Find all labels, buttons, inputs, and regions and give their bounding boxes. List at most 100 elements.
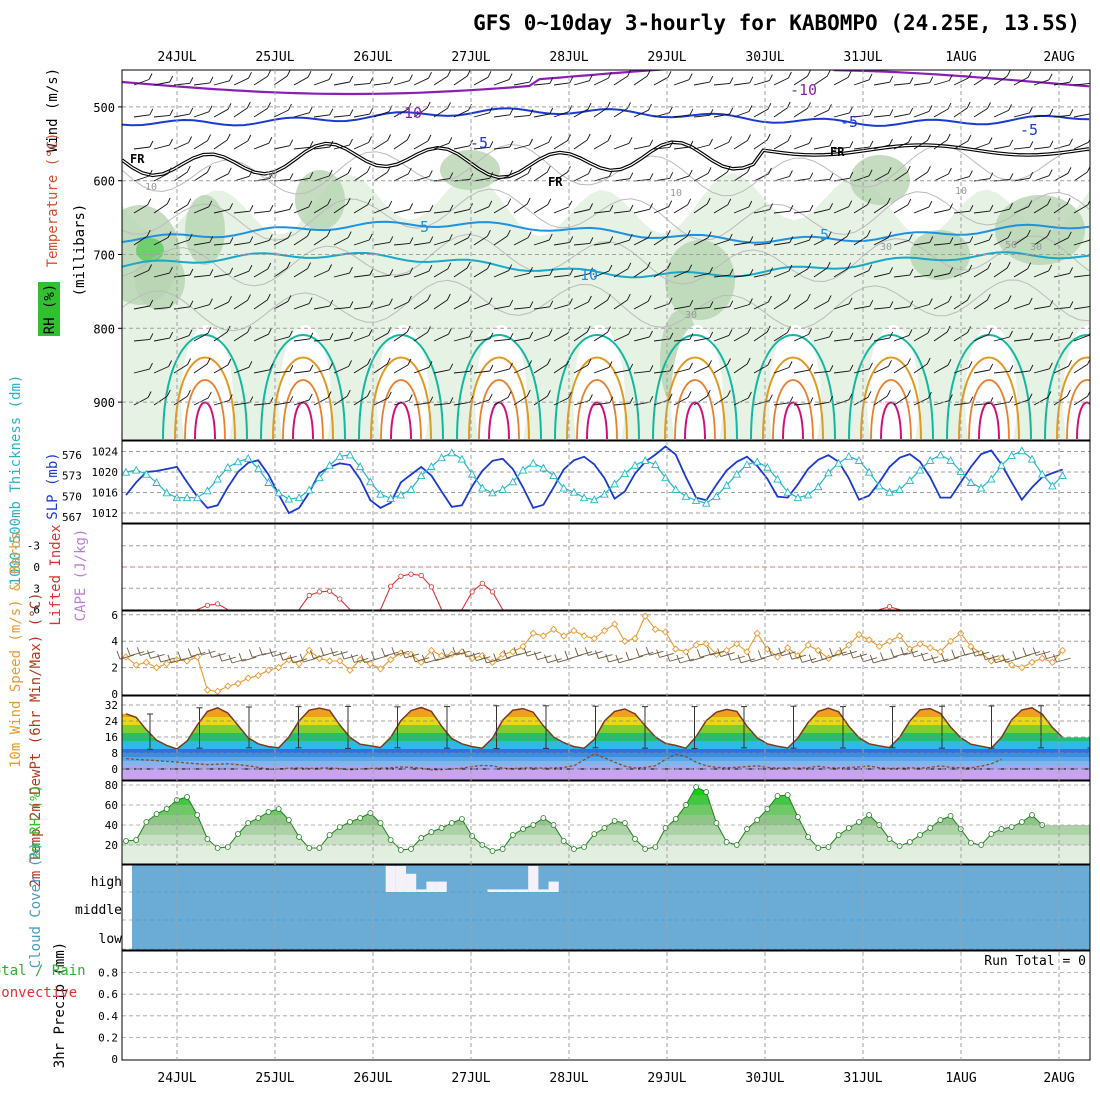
wind-barb-flag	[388, 200, 393, 208]
temperature-contour-label: 10	[580, 266, 598, 284]
wind-barb-flag	[669, 364, 674, 372]
high-cloud-bar	[406, 873, 417, 892]
wind-barb	[433, 210, 450, 214]
wind-barb	[913, 397, 929, 406]
wind-barb-flag	[888, 360, 892, 367]
wind-barb-flag	[649, 395, 654, 403]
wind-barb	[842, 650, 857, 656]
thickness-marker	[1037, 469, 1047, 478]
wind-speed-marker	[376, 665, 385, 673]
wind-barb	[1013, 268, 1028, 278]
wind-barb-flag	[1029, 364, 1034, 372]
wind-barb	[293, 303, 310, 310]
wind-barb-flag	[218, 653, 223, 662]
wind-barb-flag	[727, 198, 732, 206]
wind-barb	[533, 306, 550, 310]
wind-barb-flag	[789, 236, 794, 243]
lifted-index-marker	[398, 573, 404, 579]
wind-barb-flag	[136, 647, 141, 656]
wind-barb-flag	[961, 647, 966, 656]
wind-barb	[673, 338, 690, 342]
wind-barb	[293, 370, 310, 374]
wind-barb	[242, 656, 257, 662]
wind-barb-flag	[329, 299, 334, 307]
wind-barb	[373, 111, 390, 118]
wind-barb-flag	[729, 107, 734, 115]
wind-barb	[1073, 396, 1088, 406]
wind-barb-flag	[488, 297, 493, 304]
wind-barb-flag	[368, 233, 373, 241]
wind-barb-flag	[169, 109, 174, 116]
wind-barb-flag	[149, 362, 153, 370]
wind-barb	[173, 335, 190, 342]
wind-barb-flag	[452, 646, 457, 656]
slp-tick-label: 1020	[92, 466, 119, 479]
wind-barb-flag	[649, 139, 654, 147]
wind-barb	[993, 301, 1009, 310]
wind-barb	[873, 144, 890, 150]
wind-barb	[853, 175, 870, 182]
wind-barb	[873, 237, 889, 246]
wind-barb	[813, 145, 830, 150]
wind-barb	[1073, 334, 1090, 342]
wind-barb	[713, 364, 728, 374]
wind-barb-flag	[227, 103, 232, 110]
lifted-index-tick-label: 0	[33, 561, 40, 574]
wind-barb	[493, 175, 510, 182]
thickness-tick-label: 570	[62, 490, 82, 503]
wind-barb-flag	[186, 389, 191, 397]
wind-barb-flag	[428, 361, 433, 368]
wind-barb	[773, 270, 790, 278]
wind-barb-flag	[369, 268, 374, 276]
wind-barb	[833, 235, 848, 246]
wind-barb-flag	[928, 200, 933, 208]
cloud-level-label: low	[99, 932, 123, 947]
wind-barb	[813, 370, 830, 374]
temperature-contour-10c	[946, 334, 1032, 439]
wind-barb-flag	[689, 299, 694, 307]
thickness-marker	[437, 453, 446, 462]
wind-barb	[893, 82, 910, 86]
wind-barb	[593, 299, 608, 310]
precip-legend-total-rain: Total / Rain	[0, 963, 86, 979]
wind-barb	[553, 363, 568, 374]
wind-speed-marker	[203, 686, 212, 694]
wind-barb	[513, 203, 528, 214]
wind-barb-flag	[167, 231, 172, 238]
rh-tick-label: 20	[105, 839, 118, 852]
wind-barb	[493, 204, 508, 214]
wind-barb	[394, 650, 409, 656]
wind-barb	[993, 145, 1010, 150]
wind-barb-flag	[349, 109, 354, 116]
wind-barb-flag	[189, 107, 194, 115]
wind-barb-flag	[347, 167, 352, 174]
wind-barb	[313, 305, 330, 310]
wind-barb	[973, 108, 988, 118]
wind-barb-flag	[986, 70, 991, 77]
wind-barb-flag	[949, 267, 954, 274]
thickness-marker	[335, 451, 345, 460]
wind-barb	[293, 399, 310, 406]
thickness-marker	[304, 485, 314, 494]
rh-marker	[896, 843, 903, 849]
rh-marker	[123, 838, 129, 844]
wind-barb	[373, 206, 389, 214]
thickness-marker	[142, 469, 151, 478]
wind-barb-flag	[426, 101, 431, 109]
wind-barb-flag	[968, 170, 973, 177]
temperature-band	[122, 761, 1090, 765]
rh-tick-label: 60	[105, 799, 118, 812]
wind-barb-flag	[1053, 653, 1057, 663]
temperature-contour-25c	[674, 379, 716, 439]
wind-speed-marker	[946, 637, 955, 645]
temperature-band	[122, 709, 1090, 717]
thickness-marker	[895, 484, 904, 493]
wind-barb-flag	[289, 173, 294, 180]
wind-barb-flag	[829, 365, 834, 372]
freezing-level-label: FR	[548, 175, 563, 189]
wind-barb-flag	[829, 330, 833, 338]
panel-frame	[121, 950, 1091, 1061]
wind-barb	[273, 145, 290, 150]
wind-barb-flag	[409, 267, 414, 274]
wind-speed-marker	[1038, 654, 1046, 662]
